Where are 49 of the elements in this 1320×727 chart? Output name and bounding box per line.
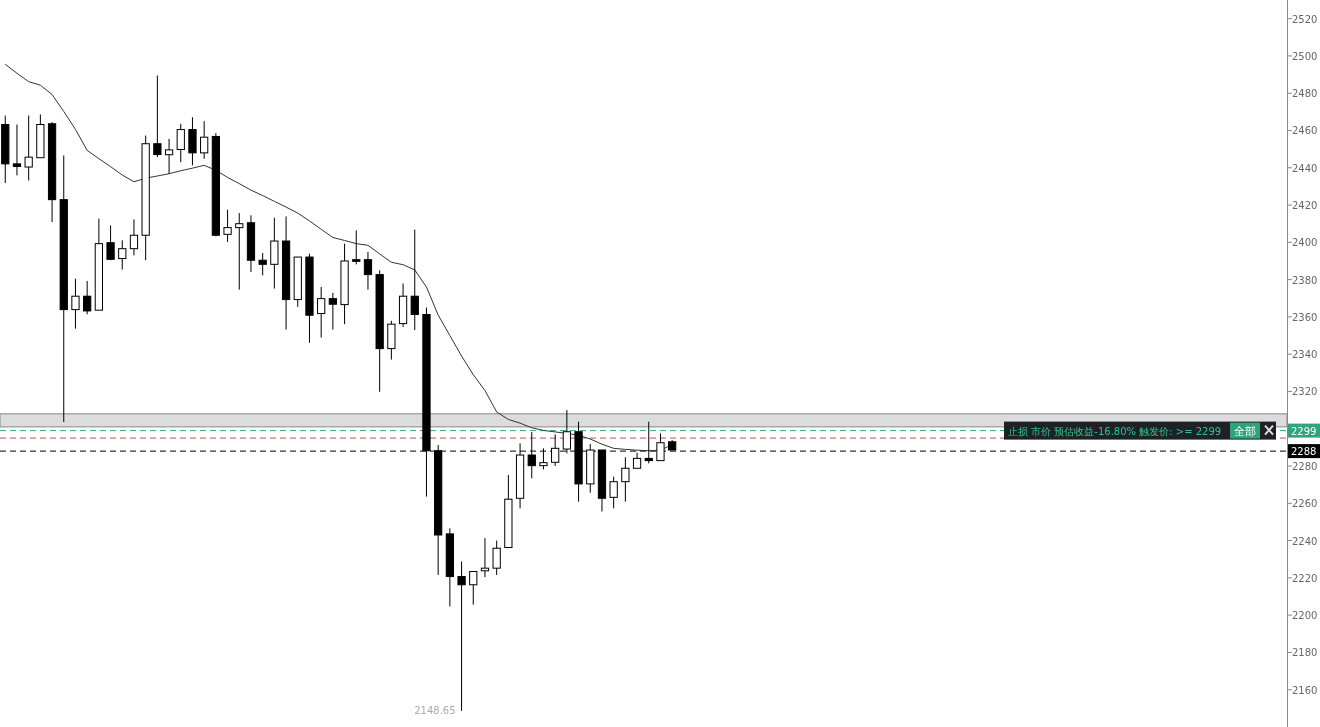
y-tick-label: 2260: [1292, 498, 1318, 510]
text: 止损 市价 预估收益-16.80% 触发价: >= 2299: [1008, 425, 1222, 437]
ref-line-label: 2299: [1291, 425, 1317, 437]
y-tick-label: 2440: [1292, 162, 1318, 174]
candlestick: [317, 286, 326, 339]
y-tick-label: 2160: [1292, 684, 1318, 696]
y-tick-label: 2400: [1292, 237, 1318, 249]
candlestick: [106, 224, 115, 261]
candlestick: [24, 115, 33, 181]
candlestick: [270, 217, 279, 290]
ref-line-label: 2288: [1291, 446, 1317, 458]
candlestick: [164, 138, 174, 175]
y-tick-label: 2460: [1292, 125, 1318, 137]
candlestick: [352, 229, 361, 265]
candlestick: [83, 280, 92, 315]
y-tick-label: 2180: [1292, 647, 1318, 659]
text: 全部: [1234, 424, 1256, 438]
candlestick: [258, 252, 267, 276]
candlestick: [176, 123, 185, 163]
candlestick: [118, 239, 127, 271]
candlestick: [492, 540, 501, 576]
y-tick-label: 2340: [1292, 349, 1318, 361]
candlestick: [200, 120, 209, 160]
candlestick: [71, 278, 80, 330]
candlestick: [153, 75, 162, 158]
candlestick: [129, 218, 139, 256]
y-tick-label: 2320: [1292, 386, 1318, 398]
y-tick-label: 2240: [1292, 535, 1318, 547]
y-tick-label: 2480: [1292, 88, 1318, 100]
y-tick-label: 2500: [1292, 50, 1318, 62]
y-tick-label: 2360: [1292, 311, 1318, 323]
y-tick-label: 2520: [1292, 13, 1318, 25]
candlestick: [457, 560, 466, 712]
y-tick-label: 2220: [1292, 572, 1318, 584]
candlestick: [223, 209, 232, 243]
y-tick-label: 2280: [1292, 461, 1318, 473]
candlestick: [188, 116, 197, 166]
candlestick: [621, 456, 630, 503]
annotation: 2148.65: [414, 704, 456, 716]
candlestick: [235, 212, 244, 291]
candlestick: [609, 476, 618, 509]
candlestick: [469, 571, 478, 606]
candlestick: [328, 292, 337, 331]
y-tick-label: 2200: [1292, 610, 1318, 622]
y-tick-label: 2380: [1292, 274, 1318, 286]
candlestick: [12, 124, 22, 176]
y-tick-label: 2420: [1292, 200, 1318, 212]
candlestick: [363, 251, 373, 291]
candlestick: [410, 229, 419, 331]
